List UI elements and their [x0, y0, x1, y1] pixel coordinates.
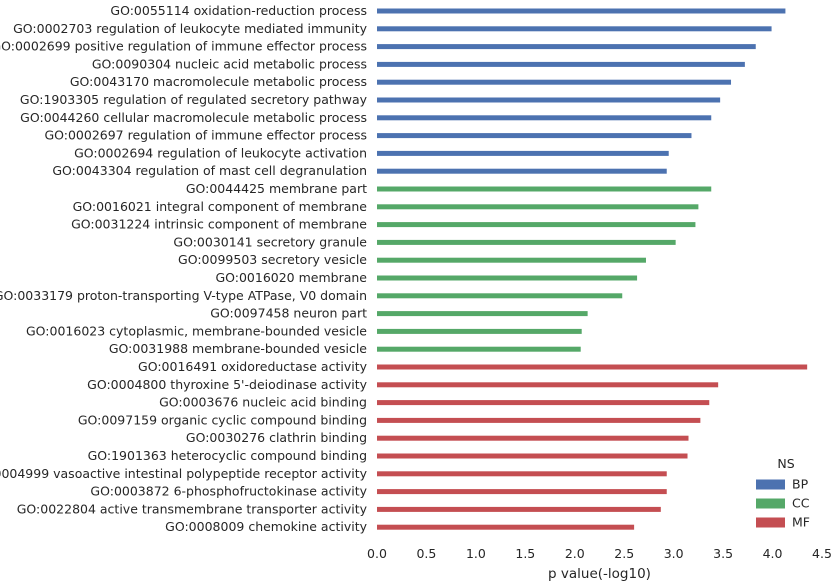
legend-swatch-bp — [756, 479, 785, 490]
legend-label-mf: MF — [792, 515, 810, 530]
category-label: GO:0030141 secretory granule — [173, 234, 367, 249]
bar-bp — [377, 26, 772, 32]
x-tick-label: 4.0 — [763, 546, 783, 561]
bar-bp — [377, 150, 669, 156]
bar-mf — [377, 506, 661, 512]
x-tick-label: 2.5 — [614, 546, 634, 561]
category-label: GO:0055114 oxidation-reduction process — [110, 3, 367, 18]
bar-cc — [377, 204, 699, 210]
x-axis-title: p value(-log10) — [548, 566, 651, 582]
bar-cc — [377, 293, 623, 299]
category-label: GO:0031988 membrane-bounded vesicle — [109, 341, 367, 356]
category-label: GO:0003872 6-phosphofructokinase activit… — [90, 484, 367, 499]
bar-bp — [377, 97, 721, 103]
x-tick-label: 0.5 — [416, 546, 436, 561]
category-label: GO:0033179 proton-transporting V-type AT… — [0, 288, 367, 303]
legend: NS BP CC MF — [756, 456, 810, 530]
bar-mf — [377, 524, 635, 530]
legend-swatch-mf — [756, 517, 785, 528]
category-label: GO:0002703 regulation of leukocyte media… — [13, 21, 367, 36]
bar-cc — [377, 239, 676, 245]
bar-cc — [377, 346, 581, 352]
category-label: GO:1903305 regulation of regulated secre… — [20, 92, 368, 107]
legend-entries: BP CC MF — [756, 477, 810, 530]
category-label: GO:0002699 positive regulation of immune… — [0, 39, 367, 54]
bar-cc — [377, 328, 582, 334]
x-tick-label: 1.5 — [515, 546, 535, 561]
x-tick-label: 1.0 — [466, 546, 486, 561]
category-label: GO:0002697 regulation of immune effector… — [44, 128, 367, 143]
category-label: GO:0043304 regulation of mast cell degra… — [52, 163, 367, 178]
category-label: GO:0099503 secretory vesicle — [178, 252, 367, 267]
x-tick-label: 4.5 — [812, 546, 832, 561]
bar-bp — [377, 44, 756, 50]
category-label: GO:0097458 neuron part — [210, 306, 367, 321]
bars-layer — [377, 8, 808, 530]
category-label: GO:0003676 nucleic acid binding — [159, 395, 367, 410]
category-label: GO:0044260 cellular macromolecule metabo… — [20, 110, 367, 125]
bar-mf — [377, 400, 710, 406]
legend-swatch-cc — [756, 498, 785, 509]
category-label: GO:0043170 macromolecule metabolic proce… — [70, 74, 367, 89]
bar-mf — [377, 417, 701, 423]
category-label: GO:0022804 active transmembrane transpor… — [17, 501, 368, 516]
category-label: GO:1901363 heterocyclic compound binding — [88, 448, 367, 463]
bar-mf — [377, 382, 719, 388]
category-label: GO:0097159 organic cyclic compound bindi… — [78, 412, 367, 427]
bar-bp — [377, 61, 745, 67]
bar-mf — [377, 471, 667, 477]
x-tick-label: 0.0 — [367, 546, 387, 561]
category-label: GO:0016491 oxidoreductase activity — [138, 359, 368, 374]
category-label: GO:0030276 clathrin binding — [186, 430, 367, 445]
x-tick-label: 3.0 — [664, 546, 684, 561]
bar-cc — [377, 311, 588, 317]
bar-cc — [377, 275, 638, 281]
bar-bp — [377, 115, 712, 121]
category-label: GO:0008009 chemokine activity — [165, 519, 367, 534]
bar-mf — [377, 489, 667, 495]
bar-mf — [377, 453, 688, 459]
category-label: GO:0016023 cytoplasmic, membrane-bounded… — [26, 323, 367, 338]
legend-label-cc: CC — [792, 496, 810, 511]
bar-cc — [377, 222, 696, 228]
bar-bp — [377, 8, 786, 14]
category-label: GO:0002694 regulation of leukocyte activ… — [74, 145, 367, 160]
bar-mf — [377, 364, 808, 370]
x-tick-label: 3.5 — [713, 546, 733, 561]
bar-cc — [377, 257, 646, 263]
x-axis-ticks: 0.0 0.5 1.0 1.5 2.0 2.5 3.0 3.5 4.0 4.5 — [367, 546, 832, 561]
category-label: GO:0004999 vasoactive intestinal polypep… — [0, 466, 368, 481]
legend-title: NS — [777, 456, 794, 471]
legend-label-bp: BP — [792, 477, 809, 492]
bar-cc — [377, 186, 712, 192]
bar-mf — [377, 435, 689, 441]
category-label: GO:0016021 integral component of membran… — [73, 199, 368, 214]
category-label: GO:0004800 thyroxine 5'-deiodinase activ… — [87, 377, 367, 392]
category-labels: GO:0055114 oxidation-reduction process GO… — [0, 3, 368, 534]
category-label: GO:0090304 nucleic acid metabolic proces… — [92, 56, 367, 71]
bar-bp — [377, 133, 692, 139]
category-label: GO:0031224 intrinsic component of membra… — [71, 217, 367, 232]
bar-bp — [377, 168, 667, 174]
x-tick-label: 2.0 — [565, 546, 585, 561]
bar-bp — [377, 79, 732, 85]
category-label: GO:0016020 membrane — [215, 270, 367, 285]
category-label: GO:0044425 membrane part — [186, 181, 367, 196]
